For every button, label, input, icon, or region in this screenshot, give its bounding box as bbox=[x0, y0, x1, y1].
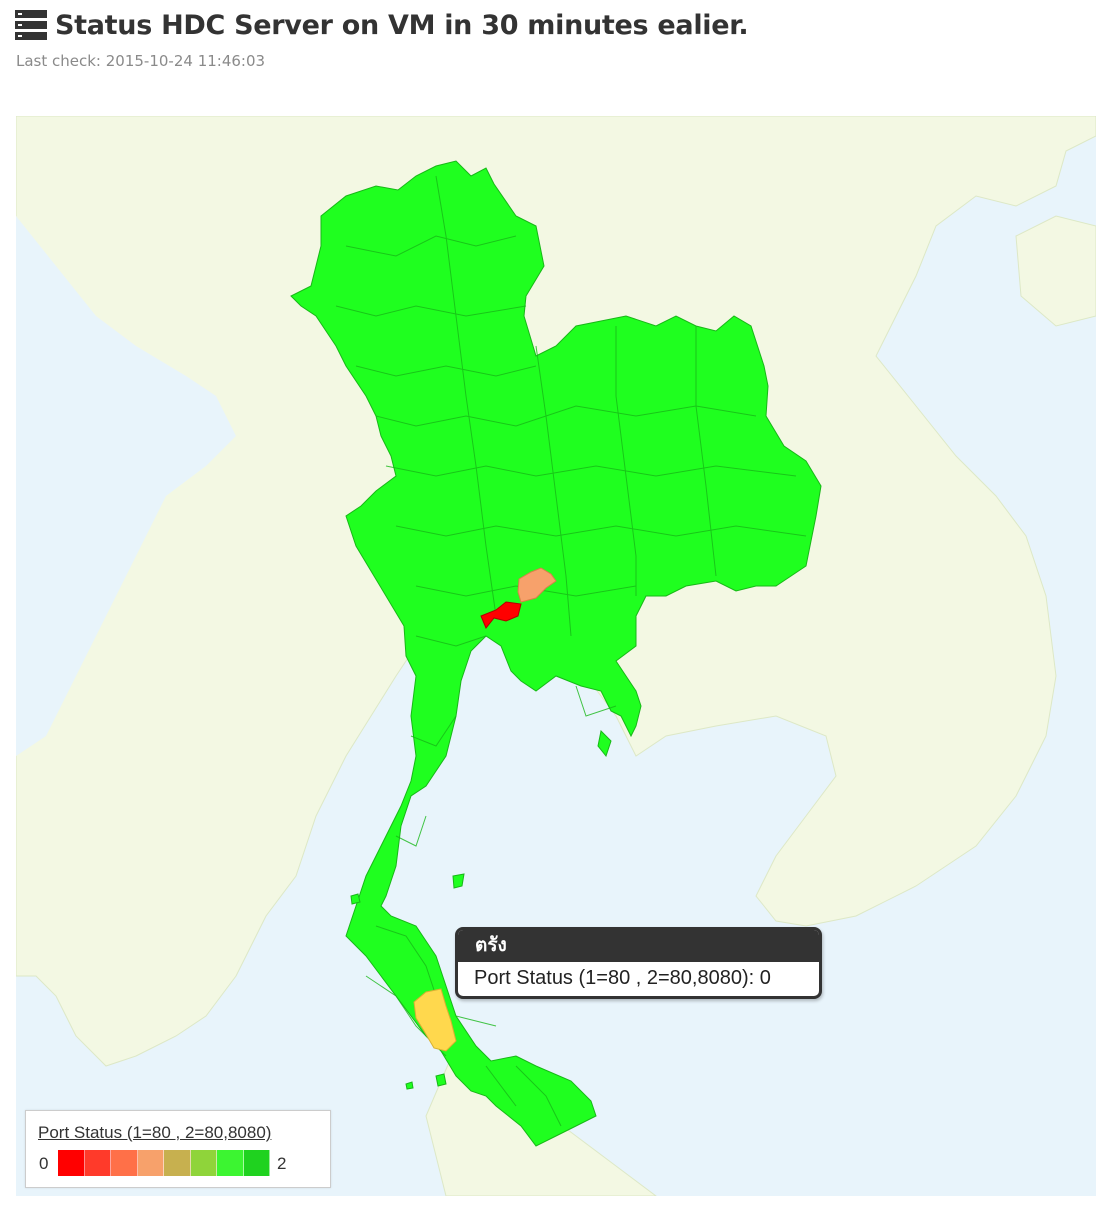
map-tooltip: ตรัง Port Status (1=80 , 2=80,8080): 0 bbox=[455, 927, 822, 999]
legend-title: Port Status (1=80 , 2=80,8080) bbox=[38, 1123, 272, 1142]
legend-swatch bbox=[243, 1150, 270, 1176]
legend-swatch bbox=[84, 1150, 111, 1176]
province-status-red[interactable] bbox=[480, 601, 522, 629]
province-borders bbox=[335, 175, 807, 1127]
tooltip-province: ตรัง bbox=[458, 930, 819, 962]
land-east-island bbox=[1015, 215, 1096, 327]
legend-swatch bbox=[190, 1150, 217, 1176]
legend-swatch bbox=[164, 1150, 191, 1176]
islands bbox=[350, 729, 612, 1090]
legend-swatch bbox=[217, 1150, 244, 1176]
last-check-text: Last check: 2015-10-24 11:46:03 bbox=[16, 52, 266, 70]
server-icon bbox=[14, 8, 48, 42]
legend-gradient bbox=[58, 1150, 270, 1176]
legend-min-value: 0 bbox=[39, 1154, 49, 1173]
legend-swatch bbox=[111, 1150, 138, 1176]
province-status-orange[interactable] bbox=[517, 567, 557, 603]
page-header: Status HDC Server on VM in 30 minutes ea… bbox=[14, 8, 1104, 70]
legend-swatch bbox=[58, 1150, 85, 1176]
legend-max-value: 2 bbox=[277, 1154, 287, 1173]
legend-swatch bbox=[137, 1150, 164, 1176]
map-svg bbox=[16, 116, 1096, 1196]
province-trang[interactable] bbox=[413, 988, 457, 1052]
land-west-coast bbox=[16, 216, 236, 756]
title-row: Status HDC Server on VM in 30 minutes ea… bbox=[14, 8, 1104, 42]
page-title: Status HDC Server on VM in 30 minutes ea… bbox=[55, 9, 749, 41]
color-legend: Port Status (1=80 , 2=80,8080) 0 2 bbox=[25, 1110, 331, 1188]
tooltip-value-text: Port Status (1=80 , 2=80,8080): 0 bbox=[474, 967, 771, 989]
geo-map[interactable]: ตรัง Port Status (1=80 , 2=80,8080): 0 P… bbox=[16, 116, 1096, 1196]
